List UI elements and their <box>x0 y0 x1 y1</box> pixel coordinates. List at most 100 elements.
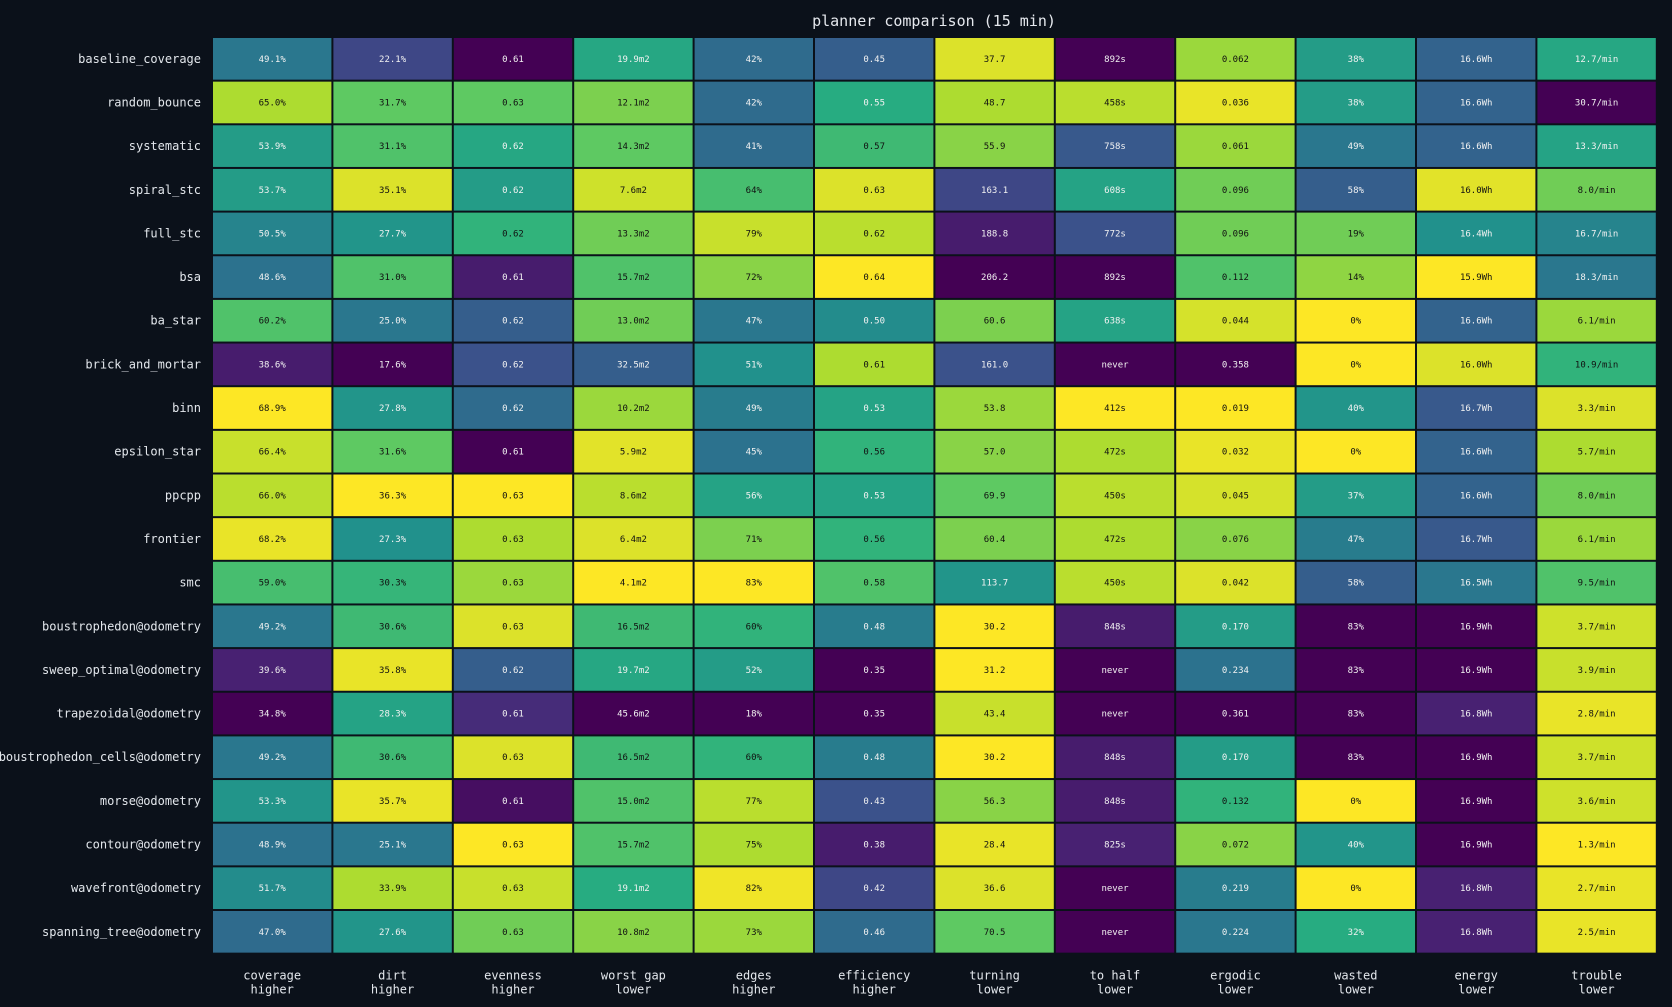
cell-value: 56.3 <box>984 797 1006 807</box>
heatmap-cell <box>333 256 452 298</box>
heatmap-cell <box>574 430 693 473</box>
cell-value: 638s <box>1104 317 1126 327</box>
cell-value: 60.4 <box>984 535 1006 545</box>
cell-value: 68.2% <box>259 535 287 545</box>
heatmap-cell <box>333 168 452 211</box>
heatmap-cell <box>1055 736 1175 779</box>
heatmap-cell <box>1537 736 1656 779</box>
heatmap-cell <box>1537 823 1656 866</box>
heatmap-cell <box>1417 649 1536 691</box>
heatmap-cell <box>1537 81 1656 124</box>
cell-value: 18% <box>746 710 763 720</box>
cell-value: 0.61 <box>502 448 524 458</box>
heatmap-cell <box>935 649 1054 691</box>
heatmap-cell <box>1417 256 1536 298</box>
cell-value: 16.6Wh <box>1460 491 1493 501</box>
heatmap-cell <box>1537 605 1656 648</box>
heatmap-cell <box>1537 38 1656 80</box>
heatmap-cell <box>815 736 934 779</box>
cell-value: 163.1 <box>981 186 1008 196</box>
cell-value: 83% <box>746 579 763 589</box>
heatmap-cell <box>574 518 693 560</box>
cell-value: 19% <box>1348 229 1365 239</box>
heatmap-cell <box>1176 38 1295 80</box>
cell-value: 0% <box>1350 797 1361 807</box>
cell-value: 16.6Wh <box>1460 448 1493 458</box>
heatmap-cell <box>1296 256 1415 298</box>
heatmap-cell <box>1176 212 1295 255</box>
cell-value: 0.062 <box>1222 55 1249 65</box>
heatmap-cell <box>1055 867 1175 909</box>
cell-value: 0.56 <box>863 448 885 458</box>
cell-value: 848s <box>1104 797 1126 807</box>
heatmap-cell <box>935 256 1054 298</box>
cell-value: 0.42 <box>863 884 885 894</box>
heatmap-cell <box>333 736 452 779</box>
heatmap-cell <box>213 299 332 342</box>
cell-value: 892s <box>1104 55 1126 65</box>
cell-value: 458s <box>1104 98 1126 108</box>
cell-value: 16.5m2 <box>617 622 650 632</box>
cell-value: 32% <box>1348 928 1365 938</box>
cell-value: 0.234 <box>1222 666 1249 676</box>
cell-value: 70.5 <box>984 928 1006 938</box>
heatmap-cell <box>815 692 934 735</box>
heatmap-cell <box>1176 823 1295 866</box>
cell-value: 71% <box>746 535 763 545</box>
cell-value: 3.7/min <box>1578 622 1616 632</box>
cell-value: 47.0% <box>259 928 287 938</box>
cell-value: 30.7/min <box>1575 98 1618 108</box>
cell-value: 25.0% <box>379 317 407 327</box>
cell-value: 892s <box>1104 273 1126 283</box>
cell-value: 49.1% <box>259 55 287 65</box>
cell-value: 16.5m2 <box>617 753 650 763</box>
column-direction: lower <box>1458 983 1494 997</box>
cell-value: 16.0Wh <box>1460 360 1493 370</box>
row-label: frontier <box>143 532 201 546</box>
heatmap-cell <box>815 168 934 211</box>
column-label: trouble <box>1571 969 1622 983</box>
heatmap-cell <box>815 299 934 342</box>
heatmap-cell <box>574 561 693 604</box>
cell-value: 3.6/min <box>1578 797 1616 807</box>
cell-value: 0% <box>1350 360 1361 370</box>
heatmap-cell <box>694 823 813 866</box>
heatmap-cell <box>333 81 452 124</box>
column-direction: lower <box>615 983 651 997</box>
heatmap-cell <box>694 256 813 298</box>
cell-value: 83% <box>1348 753 1365 763</box>
heatmap-cell <box>574 168 693 211</box>
cell-value: 12.7/min <box>1575 55 1618 65</box>
heatmap-cell <box>815 561 934 604</box>
cell-value: 16.9Wh <box>1460 622 1493 632</box>
heatmap-cell <box>453 256 573 298</box>
heatmap-cell <box>1296 561 1415 604</box>
cell-value: 30.2 <box>984 753 1006 763</box>
heatmap-cell <box>1417 692 1536 735</box>
heatmap-cell <box>574 256 693 298</box>
heatmap-cell <box>1296 867 1415 909</box>
cell-value: 3.7/min <box>1578 753 1616 763</box>
cell-value: 64% <box>746 186 763 196</box>
heatmap-cell <box>1296 387 1415 429</box>
heatmap-cell <box>453 823 573 866</box>
heatmap-cell <box>1055 518 1175 560</box>
heatmap-cell <box>1055 168 1175 211</box>
heatmap-cell <box>935 692 1054 735</box>
heatmap-cell <box>1537 256 1656 298</box>
cell-value: 113.7 <box>981 579 1008 589</box>
cell-value: never <box>1101 360 1129 370</box>
heatmap-cell <box>1055 343 1175 386</box>
cell-value: 0.62 <box>502 317 524 327</box>
heatmap-cell <box>1176 81 1295 124</box>
cell-value: 472s <box>1104 448 1126 458</box>
cell-value: 27.8% <box>379 404 407 414</box>
cell-value: 12.1m2 <box>617 98 650 108</box>
cell-value: 75% <box>746 841 763 851</box>
heatmap-cell <box>1055 256 1175 298</box>
cell-value: 206.2 <box>981 273 1008 283</box>
cell-value: 56% <box>746 491 763 501</box>
heatmap-cell <box>935 518 1054 560</box>
heatmap-cell <box>574 343 693 386</box>
heatmap-cell <box>1055 474 1175 517</box>
